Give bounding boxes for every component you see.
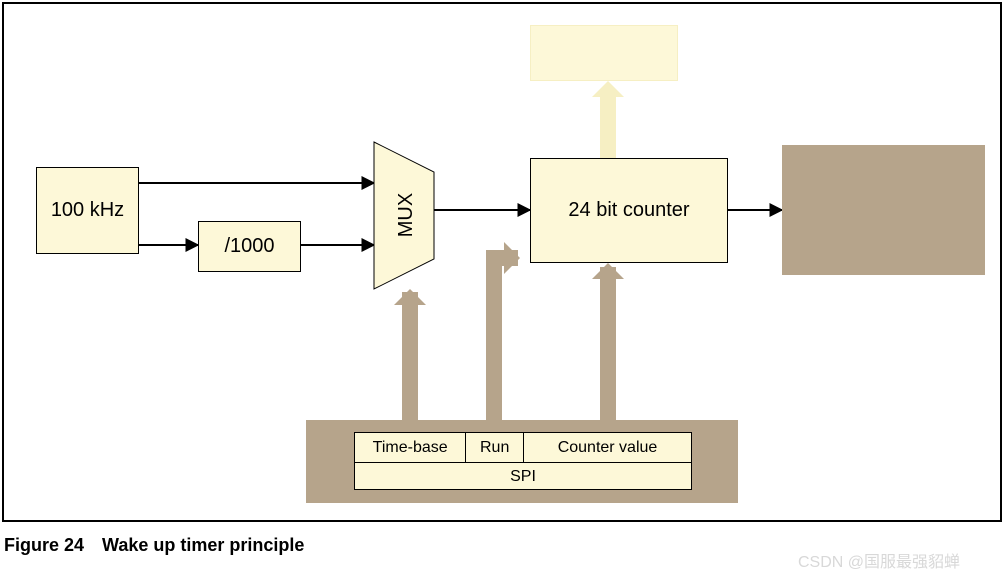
watermark-text: CSDN @国服最强貂蝉 bbox=[798, 554, 960, 571]
oscillator-block: 100 kHz bbox=[36, 167, 139, 254]
figure-title: Wake up timer principle bbox=[102, 535, 304, 556]
oscillator-label: 100 kHz bbox=[51, 199, 124, 222]
watermark: CSDN @国服最强貂蝉 bbox=[798, 548, 960, 572]
faded-block bbox=[530, 25, 678, 81]
figure-number: Figure 24 bbox=[4, 535, 84, 556]
counter-block: 24 bit counter bbox=[530, 158, 728, 263]
spi-table-row1: Time-base Run Counter value bbox=[355, 433, 691, 463]
spi-table-cell: Counter value bbox=[524, 433, 691, 462]
spi-table: Time-base Run Counter value SPI bbox=[354, 432, 692, 490]
figure-caption: Figure 24 Wake up timer principle bbox=[4, 535, 304, 556]
spi-table-cell: Run bbox=[466, 433, 524, 462]
spi-table-cell-label: Time-base bbox=[373, 439, 448, 457]
output-panel bbox=[782, 145, 985, 275]
divider-label: /1000 bbox=[224, 235, 274, 258]
spi-table-cell: Time-base bbox=[355, 433, 466, 462]
counter-label: 24 bit counter bbox=[568, 199, 689, 222]
spi-table-cell-label: Run bbox=[480, 439, 509, 457]
divider-block: /1000 bbox=[198, 221, 301, 272]
spi-table-cell-label: Counter value bbox=[558, 439, 658, 457]
spi-table-row2: SPI bbox=[355, 463, 691, 490]
spi-label: SPI bbox=[510, 468, 536, 486]
